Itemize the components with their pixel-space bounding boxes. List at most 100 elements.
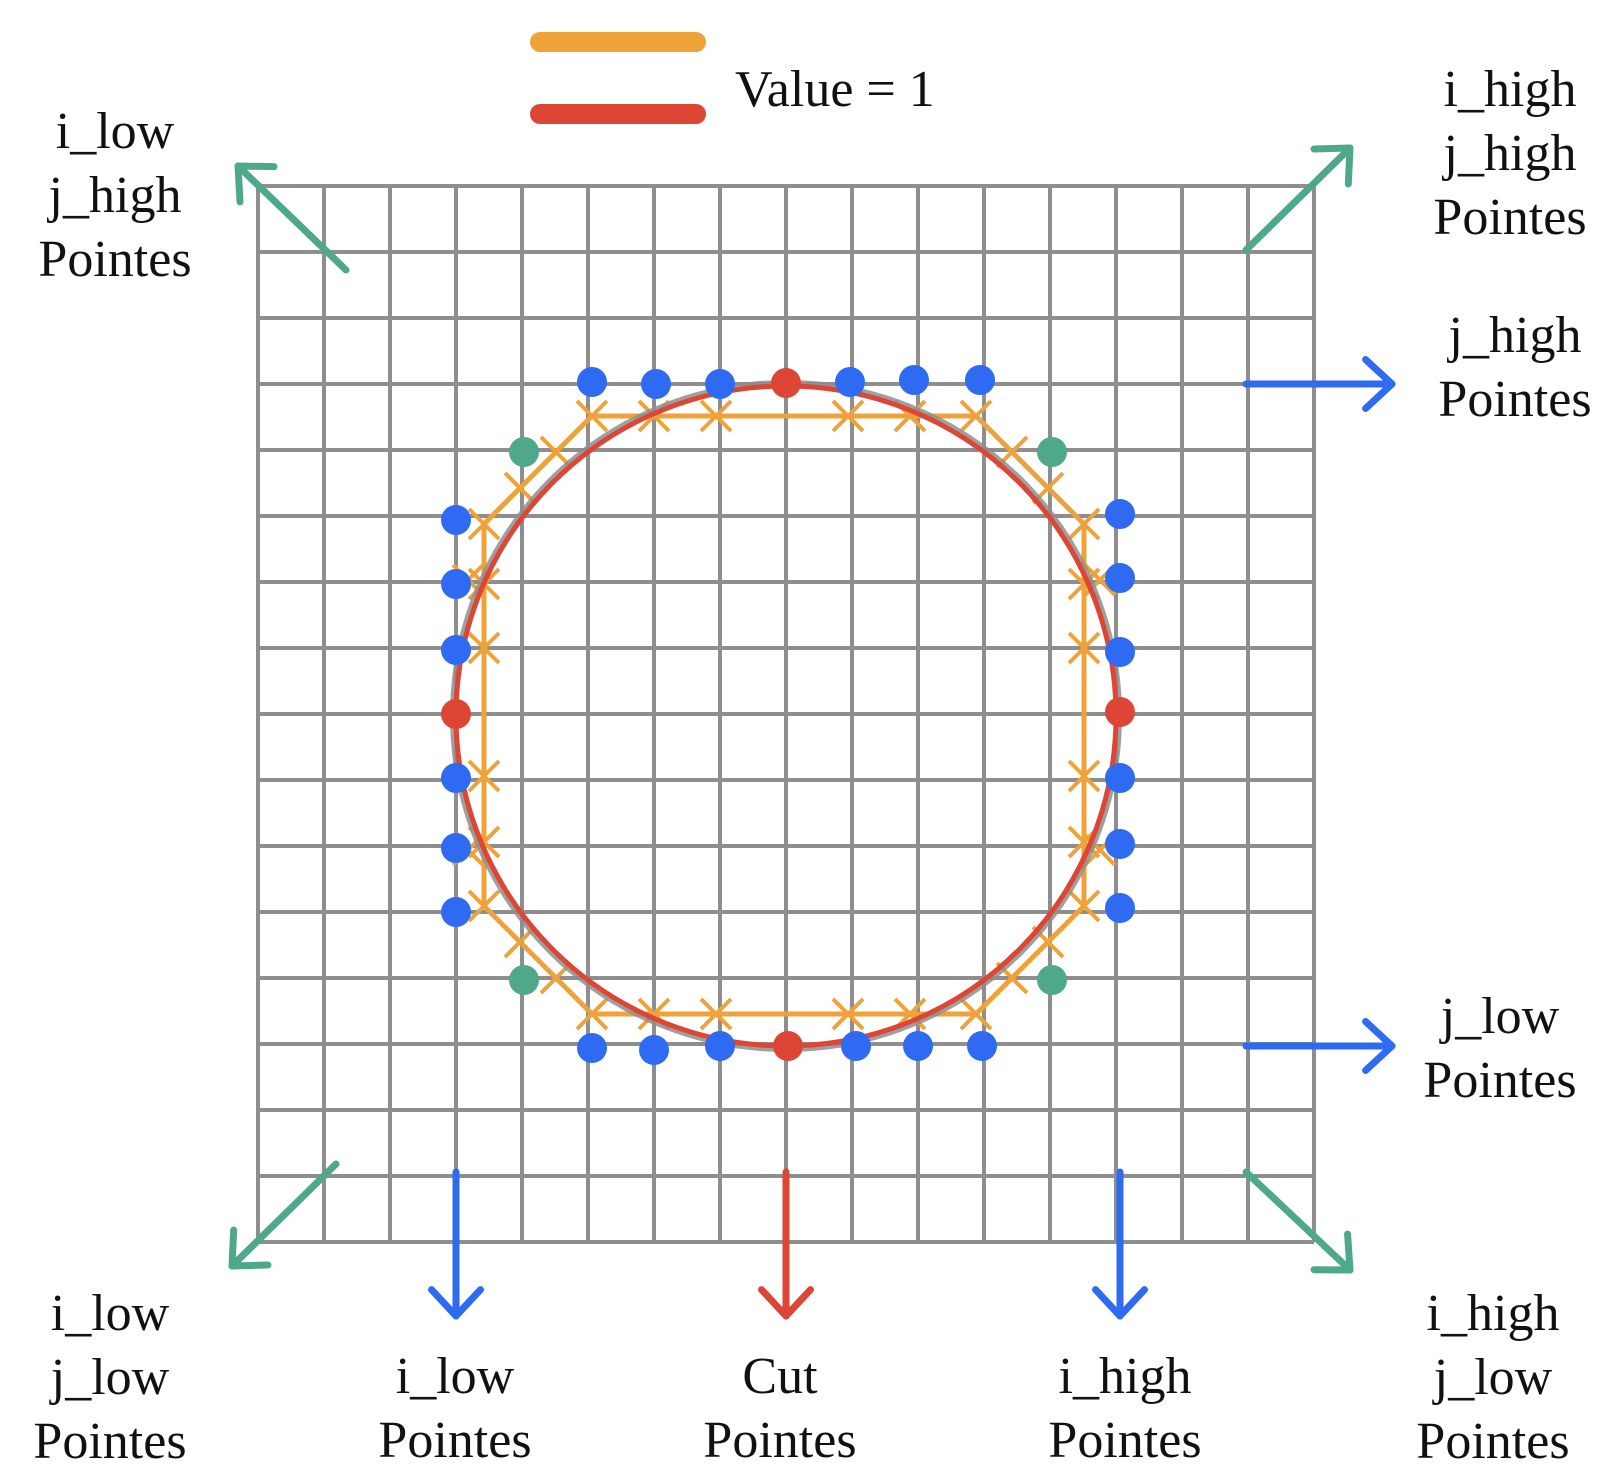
blue-point xyxy=(899,365,929,395)
arrow-i-low-j-low xyxy=(228,1160,340,1270)
arrow-j-low xyxy=(1242,1018,1396,1074)
label-j-low: j_low Pointes xyxy=(1423,988,1577,1109)
cross-marker xyxy=(831,399,865,433)
cross-marker xyxy=(1067,631,1101,665)
label-i-low-j-high: i_low j_high Pointes xyxy=(38,103,192,288)
arrow-head xyxy=(1362,356,1396,412)
blue-point xyxy=(441,763,471,793)
cross-stroke xyxy=(1067,889,1101,923)
cross-stroke xyxy=(637,997,671,1031)
arrow-i-high xyxy=(1092,1168,1148,1320)
cross-marker xyxy=(831,997,865,1031)
grid-lines xyxy=(256,184,1316,1244)
cross-stroke xyxy=(831,399,865,433)
cross-stroke xyxy=(575,997,609,1031)
blue-point xyxy=(903,1031,933,1061)
blue-point xyxy=(441,635,471,665)
blue-point xyxy=(841,1031,871,1061)
blue-point xyxy=(441,505,471,535)
cross-stroke xyxy=(699,997,733,1031)
legend xyxy=(530,32,706,124)
label-i-high-j-low: i_high j_low Pointes xyxy=(1416,1285,1570,1470)
cross-marker xyxy=(467,507,501,541)
blue-point xyxy=(1105,829,1135,859)
cross-marker xyxy=(699,997,733,1031)
label-j-high: j_high Pointes xyxy=(1438,307,1592,428)
blue-point xyxy=(441,569,471,599)
cross-marker xyxy=(959,997,993,1031)
arrow-shaft xyxy=(228,1160,340,1270)
blue-point xyxy=(967,1031,997,1061)
cross-stroke xyxy=(959,997,993,1031)
cross-marker xyxy=(1067,507,1101,541)
blue-point xyxy=(1105,499,1135,529)
cross-marker xyxy=(699,399,733,433)
label-i-high: i_high Pointes xyxy=(1048,1348,1202,1469)
green-point xyxy=(509,965,539,995)
red-point xyxy=(771,368,801,398)
cross-marker xyxy=(575,399,609,433)
cross-stroke xyxy=(1067,759,1101,793)
blue-point xyxy=(577,367,607,397)
legend-label: Value = 1 xyxy=(735,61,935,118)
cross-marker xyxy=(1067,759,1101,793)
blue-point xyxy=(1105,763,1135,793)
cross-stroke xyxy=(1067,507,1101,541)
arrow-shaft xyxy=(1242,1168,1354,1274)
cross-marker xyxy=(575,997,609,1031)
blue-point xyxy=(577,1033,607,1063)
cross-stroke xyxy=(699,399,733,433)
arrow-shaft xyxy=(1242,144,1354,254)
cross-stroke xyxy=(467,825,501,859)
arrow-cut xyxy=(758,1168,814,1320)
cross-stroke xyxy=(1031,925,1065,959)
cross-stroke xyxy=(467,507,501,541)
green-point xyxy=(509,437,539,467)
cross-stroke xyxy=(575,399,609,433)
blue-point xyxy=(1105,893,1135,923)
arrow-head xyxy=(1362,1018,1396,1074)
blue-point xyxy=(965,365,995,395)
blue-point xyxy=(835,367,865,397)
cross-stroke xyxy=(539,435,573,469)
cross-marker xyxy=(539,435,573,469)
red-point xyxy=(441,699,471,729)
blue-point xyxy=(441,833,471,863)
blue-point xyxy=(641,369,671,399)
arrow-head xyxy=(1310,1230,1354,1274)
blue-point xyxy=(1105,563,1135,593)
arrow-i-low-j-high xyxy=(234,162,350,274)
arrow-head xyxy=(228,1226,272,1270)
cross-stroke xyxy=(503,471,537,505)
cross-stroke xyxy=(959,399,993,433)
arrow-i-low xyxy=(428,1168,484,1320)
cross-marker xyxy=(959,399,993,433)
arrow-j-high xyxy=(1242,356,1396,412)
red-point xyxy=(1105,697,1135,727)
cross-marker xyxy=(467,889,501,923)
cross-marker xyxy=(467,759,501,793)
label-i-low: i_low Pointes xyxy=(378,1348,532,1469)
arrow-head xyxy=(1092,1286,1148,1320)
arrow-shaft xyxy=(234,162,350,274)
arrow-head xyxy=(758,1286,814,1320)
blue-point xyxy=(705,369,735,399)
blue-point xyxy=(639,1035,669,1065)
cross-marker xyxy=(467,631,501,665)
points xyxy=(441,365,1135,1065)
green-point xyxy=(1037,437,1067,467)
cross-stroke xyxy=(467,889,501,923)
cross-marker xyxy=(1067,889,1101,923)
arrow-head xyxy=(234,162,278,206)
arrows xyxy=(228,144,1396,1320)
label-cut: Cut Pointes xyxy=(703,1348,857,1469)
blue-point xyxy=(705,1031,735,1061)
cross-stroke xyxy=(467,759,501,793)
cross-stroke xyxy=(1067,631,1101,665)
arrow-i-high-j-low xyxy=(1242,1168,1354,1274)
cross-stroke xyxy=(893,399,927,433)
cross-stroke xyxy=(831,997,865,1031)
red-point xyxy=(773,1031,803,1061)
arrow-head xyxy=(428,1286,484,1320)
